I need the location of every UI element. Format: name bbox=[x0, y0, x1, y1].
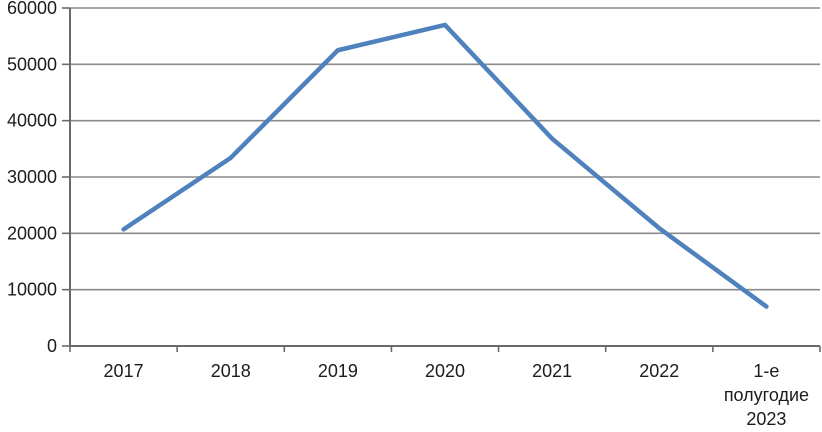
y-axis-tick-label: 30000 bbox=[7, 167, 57, 187]
y-axis-tick-label: 10000 bbox=[7, 280, 57, 300]
y-axis-tick-label: 0 bbox=[47, 336, 57, 356]
data-series-line bbox=[121, 22, 769, 309]
y-axis-tick-label: 60000 bbox=[7, 0, 57, 18]
x-axis-tick-label: 2021 bbox=[532, 361, 572, 381]
x-axis-tick-label: 1-е полугодие 2023 bbox=[724, 361, 809, 429]
y-axis-tick-label: 40000 bbox=[7, 111, 57, 131]
x-axis-tick-label: 2022 bbox=[639, 361, 679, 381]
x-axis-tick-label: 2019 bbox=[318, 361, 358, 381]
y-axis-tick-label: 20000 bbox=[7, 223, 57, 243]
x-axis-tick-label: 2017 bbox=[104, 361, 144, 381]
x-axis-tick-label: 2020 bbox=[425, 361, 465, 381]
y-axis-tick-label: 50000 bbox=[7, 54, 57, 74]
x-axis-tick-label: 2018 bbox=[211, 361, 251, 381]
